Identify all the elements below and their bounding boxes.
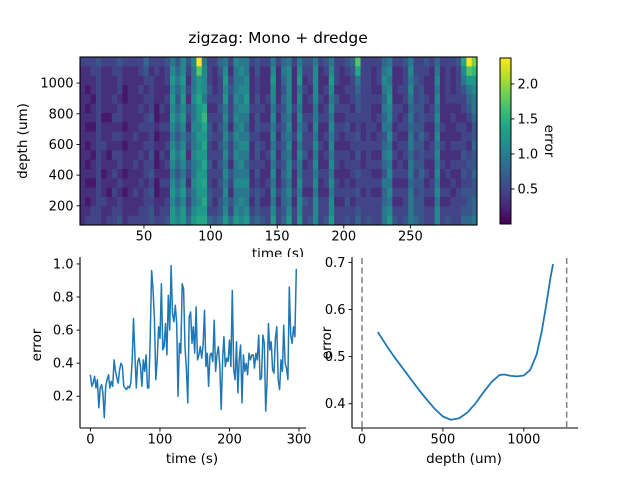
colorbar-tick-label: 1.5 bbox=[518, 112, 539, 127]
bottom-right-xlabel: depth (um) bbox=[426, 451, 502, 467]
error-vs-time-line bbox=[89, 264, 298, 419]
bottom-right-ylabel: error bbox=[319, 326, 335, 360]
heatmap-y-tick-label: 1000 bbox=[40, 77, 73, 92]
bottom-right-plot-x-tick-label: 1000 bbox=[507, 433, 540, 448]
heatmap-cells bbox=[80, 57, 478, 226]
bottom-left-ylabel: error bbox=[29, 328, 45, 362]
heatmap-y-tick-label: 200 bbox=[49, 199, 74, 214]
bottom-right-plot-y-tick-label: 0.6 bbox=[325, 303, 346, 318]
bottom-right-plot-x-tick-label: 0 bbox=[358, 433, 366, 448]
heatmap-y-tick-label: 400 bbox=[49, 169, 74, 184]
bottom-right-plot-y-tick-label: 0.4 bbox=[325, 397, 346, 412]
bottom-left-plot-y-tick-label: 0.8 bbox=[53, 291, 74, 306]
bottom-left-plot-x-tick-label: 100 bbox=[148, 433, 173, 448]
bottom-right-plot: 0 500 1000 0.4 0.5 0.6 0.7 bbox=[325, 256, 578, 448]
heatmap-x-tick-label: 200 bbox=[331, 230, 356, 245]
bottom-left-plot-x-tick-label: 200 bbox=[217, 433, 242, 448]
bottom-left-plot-y-tick-label: 0.4 bbox=[53, 357, 74, 372]
colorbar-tick-label: 2.0 bbox=[518, 77, 539, 92]
heatmap-ylabel: depth (um) bbox=[15, 103, 31, 179]
heatmap-x-tick-label: 250 bbox=[398, 230, 423, 245]
bottom-right-plot-y-tick-label: 0.7 bbox=[325, 256, 346, 271]
colorbar-frame bbox=[499, 57, 512, 225]
bottom-left-plot-y-tick-label: 1.0 bbox=[53, 257, 74, 272]
bottom-left-plot-x-tick-label: 300 bbox=[287, 433, 312, 448]
heatmap-x-tick-label: 100 bbox=[198, 230, 223, 245]
bottom-left-plot-y-tick-label: 0.6 bbox=[53, 324, 74, 339]
heatmap-x-tick-label: 50 bbox=[136, 230, 153, 245]
heatmap-frame bbox=[79, 56, 478, 226]
heatmap-y-tick-label: 600 bbox=[49, 138, 74, 153]
heatmap-y-tick-label: 800 bbox=[49, 107, 74, 122]
bottom-left-plot: 0 100 200 300 0.2 0.4 0.6 0.8 1.0 bbox=[53, 257, 312, 448]
colorbar-tick-label: 1.0 bbox=[518, 147, 539, 162]
bottom-left-xlabel: time (s) bbox=[165, 451, 219, 467]
colorbar-gradient bbox=[500, 58, 511, 224]
bottom-left-plot-x-tick-label: 0 bbox=[86, 433, 94, 448]
bottom-right-plot-x-tick-label: 500 bbox=[431, 433, 456, 448]
colorbar: 0.5 1.0 1.5 2.0 bbox=[499, 57, 539, 225]
bottom-right-plot-y-tick-label: 0.5 bbox=[325, 350, 346, 365]
heatmap-x-tick-label: 150 bbox=[265, 230, 290, 245]
bottom-left-plot-y-tick-label: 0.2 bbox=[53, 390, 74, 405]
error-vs-depth-line bbox=[377, 263, 554, 421]
bottom-left-axes-patch bbox=[80, 257, 306, 428]
figure-title: zigzag: Mono + dredge bbox=[188, 29, 368, 47]
heatmap-plot: 50 100 150 200 250 200 400 600 800 1000 bbox=[40, 56, 478, 245]
bottom-right-axes-patch bbox=[352, 257, 578, 428]
colorbar-label: error bbox=[541, 124, 557, 158]
colorbar-tick-label: 0.5 bbox=[518, 182, 539, 197]
